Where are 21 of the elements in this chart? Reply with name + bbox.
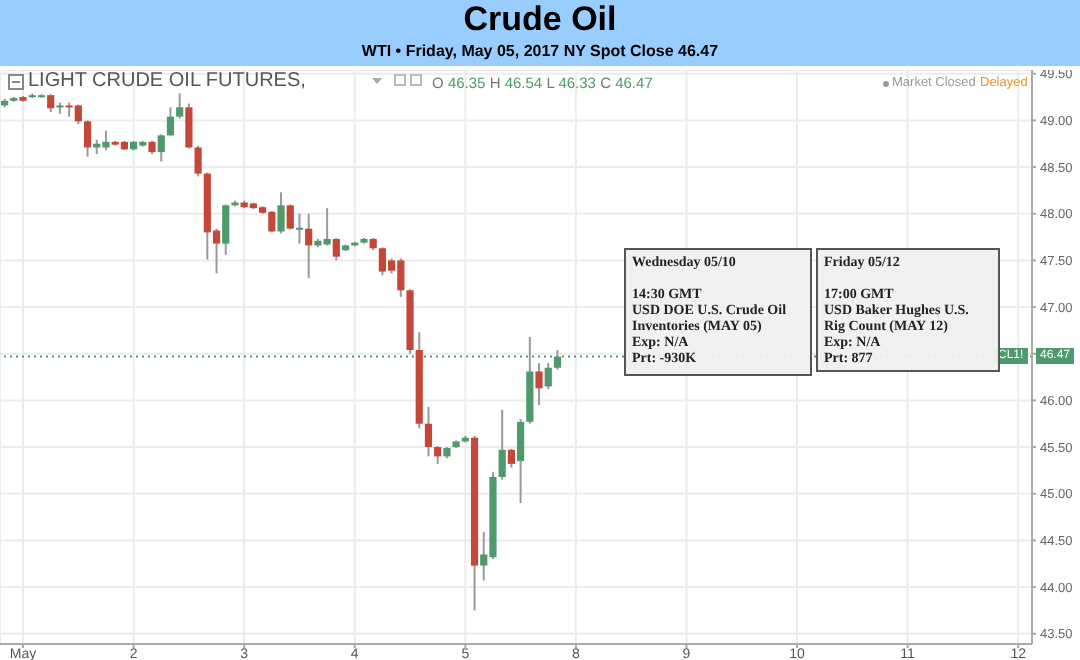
candlestick <box>222 203 230 256</box>
candlestick <box>166 106 175 138</box>
candlestick <box>295 212 304 245</box>
chart-title: Crude Oil <box>461 0 619 40</box>
candlestick <box>277 191 285 235</box>
candlestick <box>517 418 525 505</box>
chart-subtitle: WTI • Friday, May 05, 2017 NY Spot Close 46.47 <box>359 40 721 62</box>
candlestick <box>332 237 340 262</box>
candlestick <box>83 119 92 158</box>
candlestick <box>544 362 552 391</box>
annotation: LIGHT CRUDE OIL FUTURES, <box>28 70 306 92</box>
candlestick <box>185 102 193 150</box>
candlestick <box>286 203 294 231</box>
candlestick <box>194 144 202 178</box>
candlestick <box>305 212 313 280</box>
candlestick <box>176 92 184 120</box>
candlestick <box>507 447 515 469</box>
candlestick <box>498 408 506 481</box>
candlestick <box>157 133 165 163</box>
candlestick <box>424 405 433 458</box>
candlestick <box>535 362 543 407</box>
